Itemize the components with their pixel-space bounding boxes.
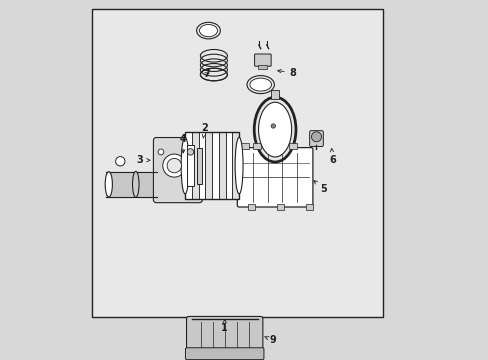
Ellipse shape [258, 102, 291, 157]
Bar [276, 143, 285, 149]
Text: 2: 2 [201, 123, 208, 138]
Ellipse shape [246, 76, 274, 94]
Bar [198, 132, 205, 199]
Bar [271, 90, 278, 99]
Ellipse shape [196, 22, 220, 39]
Circle shape [167, 158, 181, 173]
Bar [185, 132, 191, 199]
Bar [240, 143, 249, 149]
Ellipse shape [199, 24, 217, 37]
Text: 5: 5 [313, 181, 326, 194]
Circle shape [158, 149, 163, 155]
Bar [252, 143, 261, 149]
Text: 4: 4 [180, 134, 186, 153]
Circle shape [115, 157, 125, 166]
FancyBboxPatch shape [185, 348, 264, 360]
Ellipse shape [200, 68, 227, 81]
FancyBboxPatch shape [186, 316, 263, 353]
Bar [185, 132, 239, 199]
Text: 8: 8 [277, 68, 296, 78]
Circle shape [311, 132, 321, 142]
Ellipse shape [249, 78, 271, 91]
FancyBboxPatch shape [309, 131, 323, 147]
Bar [186, 145, 194, 186]
Ellipse shape [235, 137, 243, 194]
Circle shape [270, 124, 275, 128]
Bar [232, 132, 239, 199]
Bar [247, 204, 255, 210]
Text: 3: 3 [137, 155, 150, 165]
Text: 1: 1 [221, 320, 227, 333]
Circle shape [187, 149, 193, 155]
Bar [219, 132, 225, 199]
Ellipse shape [132, 171, 139, 197]
Ellipse shape [105, 172, 112, 197]
Bar [258, 65, 266, 69]
Bar [91, 9, 382, 317]
Bar [212, 132, 219, 199]
Bar [197, 148, 202, 184]
Bar [305, 204, 312, 210]
FancyBboxPatch shape [153, 138, 202, 203]
Bar [288, 143, 297, 149]
Bar [191, 132, 198, 199]
Text: 9: 9 [264, 335, 276, 345]
Bar [205, 132, 212, 199]
Bar [276, 204, 284, 210]
Bar [225, 132, 232, 199]
Text: 7: 7 [203, 69, 210, 79]
Ellipse shape [181, 137, 189, 194]
FancyBboxPatch shape [254, 54, 270, 66]
FancyBboxPatch shape [237, 148, 312, 207]
Bar [264, 143, 273, 149]
Ellipse shape [254, 97, 295, 162]
Text: 6: 6 [328, 149, 335, 165]
Circle shape [163, 154, 185, 177]
